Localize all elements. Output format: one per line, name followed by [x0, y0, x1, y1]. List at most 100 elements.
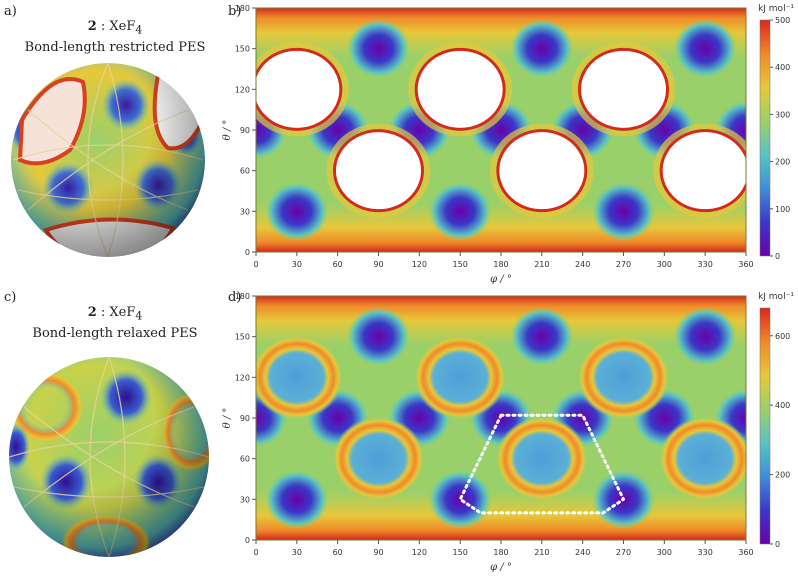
y-axis-label: θ / ° — [222, 408, 233, 429]
energy-ring — [577, 335, 670, 420]
formula-subscript: 4 — [135, 23, 143, 37]
panel-a-title: 2 : XeF4 Bond-length restricted PES — [20, 18, 210, 56]
excluded-region — [496, 129, 588, 213]
compound-number: 2 — [87, 19, 97, 34]
panel-a-subtitle: Bond-length restricted PES — [24, 39, 206, 55]
panel-c-subtitle: Bond-length relaxed PES — [32, 325, 198, 341]
energy-minimum — [591, 181, 656, 242]
energy-ring — [414, 335, 507, 420]
colorbar-tick-label: 400 — [775, 63, 790, 72]
x-axis-label: φ / ° — [490, 274, 512, 285]
region-halo — [408, 42, 513, 137]
energy-ring — [495, 416, 588, 501]
colorbar-tick-label: 100 — [775, 205, 790, 214]
energy-minimum — [673, 306, 738, 367]
x-tick-label: 330 — [698, 260, 713, 269]
colorbar-tick-label: 200 — [775, 158, 790, 167]
x-tick-label: 120 — [412, 260, 427, 269]
panel-b-letter: b) — [228, 4, 242, 19]
colorbar-tick-label: 300 — [775, 110, 790, 119]
x-tick-label: 210 — [534, 260, 549, 269]
x-tick-label: 330 — [698, 548, 713, 557]
x-tick-label: 30 — [292, 260, 302, 269]
energy-ring — [332, 416, 425, 501]
y-tick-label: 0 — [245, 248, 250, 257]
title-separator: : — [100, 305, 106, 320]
x-tick-label: 90 — [373, 260, 383, 269]
x-tick-label: 60 — [333, 260, 343, 269]
highlight-dotted-outline — [458, 413, 625, 515]
colorbar-tick-label: 0 — [775, 252, 780, 261]
energy-minimum — [346, 18, 411, 79]
colorbar-tick-label: 200 — [775, 471, 790, 480]
x-tick-label: 120 — [412, 548, 427, 557]
y-tick-label: 180 — [235, 4, 250, 13]
y-tick-label: 90 — [240, 414, 250, 423]
x-tick-label: 0 — [253, 548, 258, 557]
energy-minimum — [428, 181, 493, 242]
x-tick-label: 240 — [575, 548, 590, 557]
y-tick-label: 90 — [240, 126, 250, 135]
y-tick-label: 150 — [235, 45, 250, 54]
colorbar-tick-label: 500 — [775, 16, 790, 25]
y-tick-label: 120 — [235, 373, 250, 382]
title-separator: : — [100, 19, 106, 34]
x-tick-label: 150 — [453, 548, 468, 557]
y-tick-label: 120 — [235, 85, 250, 94]
energy-minimum — [264, 181, 329, 242]
x-tick-label: 360 — [738, 548, 753, 557]
colorbar — [759, 307, 771, 545]
compound-number: 2 — [87, 305, 97, 320]
x-tick-label: 0 — [253, 260, 258, 269]
colorbar — [759, 19, 771, 257]
panel-d-letter: d) — [228, 290, 242, 305]
formula-subscript: 4 — [135, 309, 143, 323]
plot-area — [256, 8, 746, 252]
region-halo — [571, 42, 676, 137]
colorbar-tick-label: 600 — [775, 332, 790, 341]
x-tick-label: 180 — [493, 260, 508, 269]
colorbar-tick-label: 400 — [775, 401, 790, 410]
energy-minimum — [509, 18, 574, 79]
colorbar-tick-label: 0 — [775, 540, 780, 549]
excluded-region — [256, 47, 343, 131]
y-tick-label: 30 — [240, 207, 250, 216]
excluded-region — [578, 47, 669, 131]
region-halo — [326, 123, 431, 218]
panel-c-title: 2 : XeF4 Bond-length relaxed PES — [20, 304, 210, 342]
panel-a-letter: a) — [4, 4, 17, 19]
colorbar-label: kJ mol⁻¹ — [758, 4, 794, 14]
region-halo — [653, 123, 746, 218]
x-tick-label: 150 — [453, 260, 468, 269]
region-halo — [256, 42, 349, 137]
x-tick-label: 270 — [616, 548, 631, 557]
energy-minimum — [346, 306, 411, 367]
sphere-relaxed-pes — [9, 357, 209, 557]
y-tick-label: 0 — [245, 536, 250, 545]
x-axis-label: φ / ° — [490, 562, 512, 573]
formula: XeF4 — [109, 19, 143, 37]
formula-main: XeF — [109, 19, 136, 34]
formula-main: XeF — [109, 305, 136, 320]
x-tick-label: 240 — [575, 260, 590, 269]
x-tick-label: 30 — [292, 548, 302, 557]
x-tick-label: 360 — [738, 260, 753, 269]
x-tick-label: 60 — [333, 548, 343, 557]
energy-minimum — [673, 18, 738, 79]
y-tick-label: 60 — [240, 167, 250, 176]
energy-ring — [659, 416, 746, 501]
colorbar-label: kJ mol⁻¹ — [758, 292, 794, 302]
panel-c-letter: c) — [4, 290, 17, 305]
x-tick-label: 90 — [373, 548, 383, 557]
excluded-region — [333, 129, 424, 213]
heatmap-relaxed-pes: 0 30 60 90 120 150 180 210 240 270 300 330 360 0 30 60 9… — [222, 292, 794, 573]
x-tick-label: 180 — [493, 548, 508, 557]
energy-minimum — [264, 469, 329, 530]
sphere-restricted-pes — [11, 63, 205, 257]
y-axis-label: θ / ° — [222, 120, 233, 141]
x-tick-label: 300 — [657, 548, 672, 557]
heatmap-restricted-pes: 0 30 60 90 120 150 180 210 240 270 300 330 360 0 30 60 9… — [222, 4, 794, 285]
y-tick-label: 180 — [235, 292, 250, 301]
excluded-region — [659, 129, 746, 213]
y-tick-label: 60 — [240, 455, 250, 464]
